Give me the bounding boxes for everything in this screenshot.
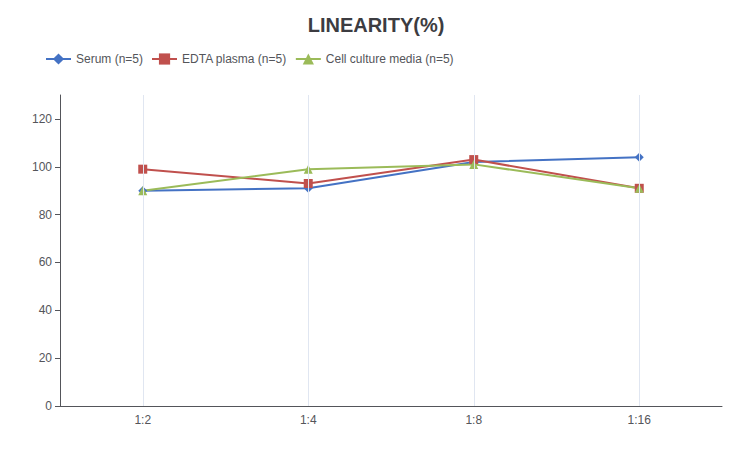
svg-text:80: 80 (39, 208, 53, 222)
svg-text:100: 100 (32, 160, 52, 174)
svg-text:LINEARITY(%): LINEARITY(%) (308, 14, 445, 36)
svg-text:20: 20 (39, 351, 53, 365)
svg-text:EDTA plasma (n=5): EDTA plasma (n=5) (182, 52, 286, 66)
svg-text:1:16: 1:16 (628, 413, 652, 427)
svg-text:Serum (n=5): Serum (n=5) (76, 52, 143, 66)
svg-text:120: 120 (32, 112, 52, 126)
svg-text:1:8: 1:8 (465, 413, 482, 427)
svg-text:40: 40 (39, 303, 53, 317)
svg-text:Cell culture media (n=5): Cell culture media (n=5) (326, 52, 454, 66)
svg-text:1:2: 1:2 (134, 413, 151, 427)
svg-text:1:4: 1:4 (300, 413, 317, 427)
svg-text:60: 60 (39, 255, 53, 269)
svg-text:0: 0 (45, 399, 52, 413)
